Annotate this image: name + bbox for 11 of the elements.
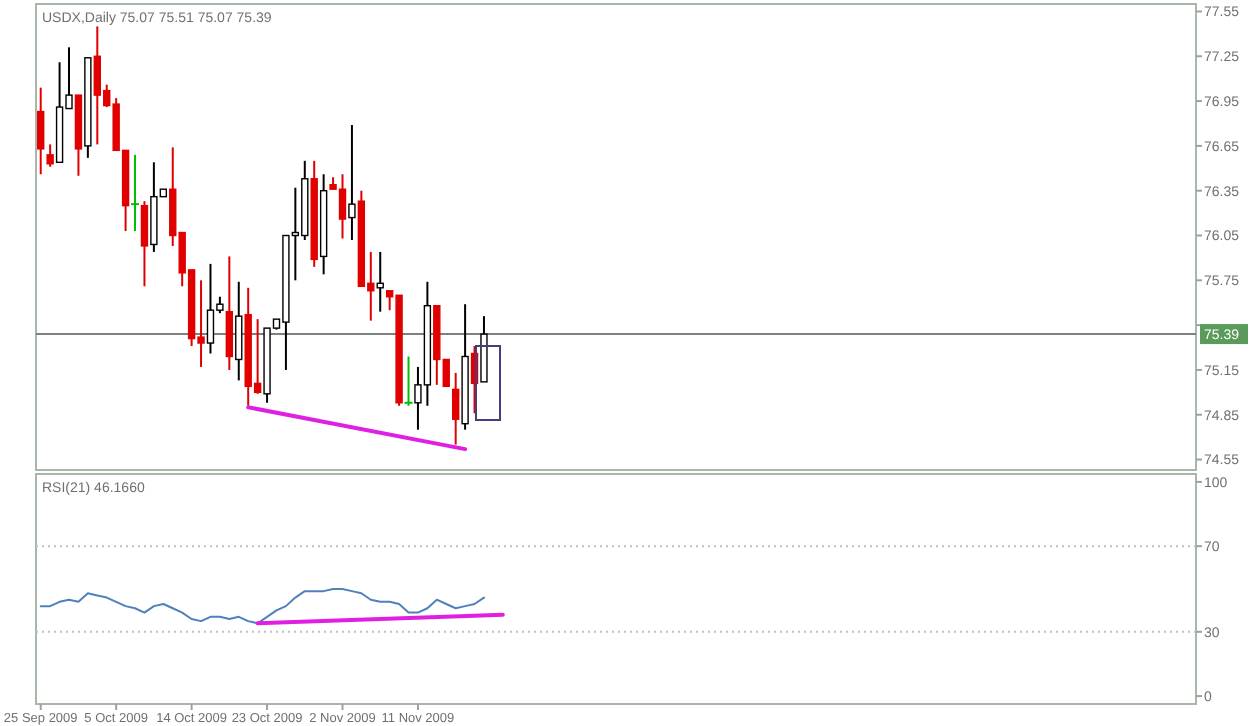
candlestick — [130, 153, 141, 233]
candlestick — [37, 86, 45, 176]
candlestick — [480, 315, 488, 383]
line-series — [39, 588, 485, 625]
candlestick — [348, 123, 356, 241]
candlestick — [451, 371, 460, 446]
candlestick — [46, 143, 54, 168]
candlestick — [403, 355, 414, 407]
candlestick — [140, 200, 149, 288]
candlestick — [235, 280, 243, 382]
candlestick — [225, 255, 234, 371]
